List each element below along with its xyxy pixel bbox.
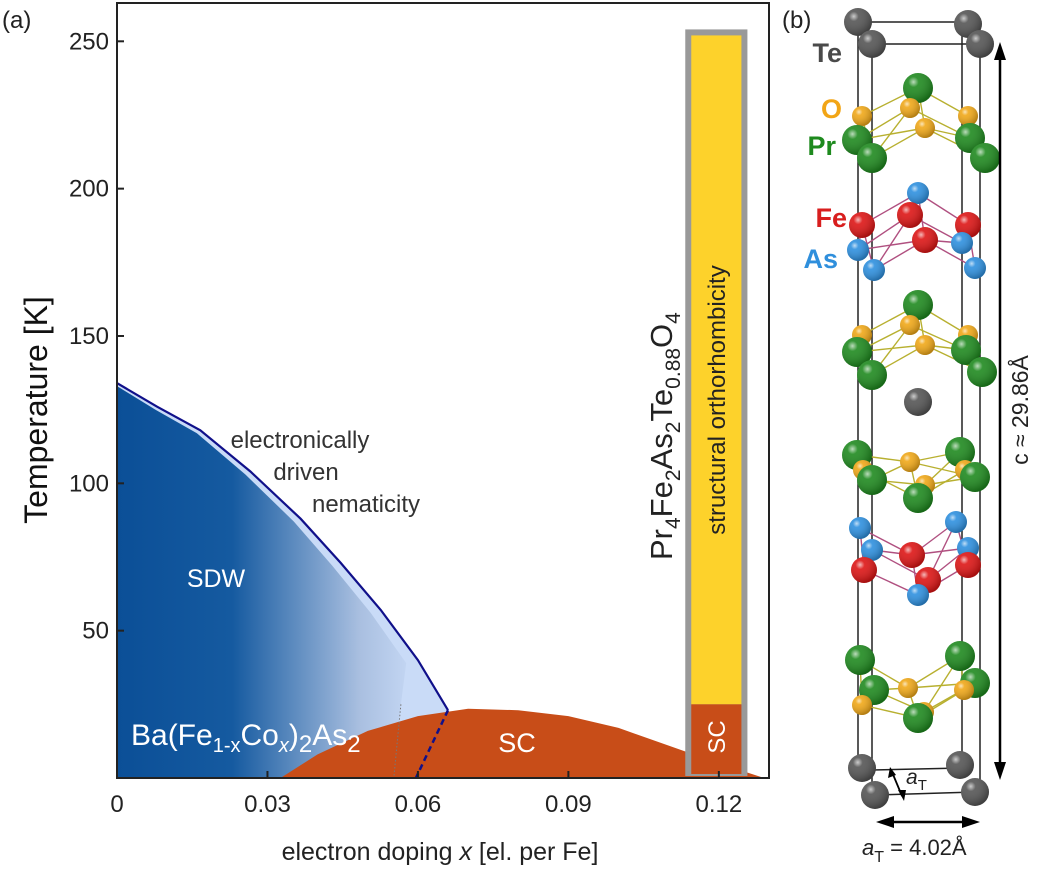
sdw-label: SDW <box>187 565 246 593</box>
bar-sc-label: SC <box>704 720 731 753</box>
atom-pr <box>903 703 933 733</box>
y-axis-label: Temperature [K] <box>18 296 54 524</box>
crystal-structure: Te O Pr Fe As c ≈ 29.86Å aT aT = 4.02Å <box>803 8 1033 866</box>
atom-o <box>852 695 872 715</box>
x-tick-label: 0.03 <box>244 791 291 818</box>
atom-pr <box>857 143 887 173</box>
c-parameter-label: c ≈ 29.86Å <box>1006 354 1033 464</box>
x-label-unit: [el. per Fe] <box>472 838 598 866</box>
atom-as <box>951 232 973 254</box>
atom-te <box>844 8 872 36</box>
atom-as <box>907 584 929 606</box>
x-tick-label: 0 <box>110 791 123 818</box>
y-tick-label: 50 <box>82 618 109 645</box>
atom-as <box>849 517 871 539</box>
panel-label-a: (a) <box>2 7 31 34</box>
x-label-var: x <box>458 838 473 866</box>
atom-as <box>964 257 986 279</box>
atom-te <box>904 388 932 416</box>
atoms <box>842 8 1000 809</box>
pr4-sc-bar <box>691 704 742 774</box>
label-fe: Fe <box>815 203 847 233</box>
atom-as <box>907 182 929 204</box>
a-parameter-label: aT = 4.02Å <box>862 835 967 866</box>
atom-fe <box>849 212 875 238</box>
atom-pr <box>903 290 933 320</box>
a-small-label: aT <box>906 766 927 794</box>
label-pr: Pr <box>807 131 836 161</box>
y-tick-label: 250 <box>69 28 109 55</box>
atom-pr <box>903 73 933 103</box>
c-axis-arrow <box>994 42 1006 780</box>
nematic-boundary-dashed-line <box>414 709 450 778</box>
atom-as <box>847 239 869 261</box>
plot-frame <box>116 2 770 779</box>
structural-orthorhombicity-bar <box>691 35 742 705</box>
nematic-label-line2: driven <box>273 459 338 486</box>
atom-as <box>861 539 883 561</box>
label-as: As <box>803 244 838 274</box>
atom-pr <box>857 465 887 495</box>
atom-as <box>945 511 967 533</box>
ba-formula-label: Ba(Fe1-xCox)2As2 <box>131 719 361 758</box>
atom-pr <box>845 645 875 675</box>
atom-te <box>961 778 989 806</box>
atom-pr <box>945 641 975 671</box>
atom-fe <box>899 542 925 568</box>
x-axis: 0 0.03 0.06 0.09 0.12 <box>110 771 742 818</box>
atom-te <box>858 30 886 58</box>
atom-o <box>900 315 920 335</box>
x-tick-label: 0.06 <box>395 791 442 818</box>
atom-fe <box>912 227 938 253</box>
atom-o <box>852 106 872 126</box>
a-axis-arrow <box>876 767 980 828</box>
atom-as <box>863 259 885 281</box>
atom-fe <box>955 552 981 578</box>
x-tick-label: 0.12 <box>695 791 742 818</box>
atom-o <box>900 452 920 472</box>
atom-o <box>954 680 974 700</box>
atom-pr <box>967 357 997 387</box>
atom-o <box>898 678 918 698</box>
atom-pr <box>903 483 933 513</box>
atom-te <box>861 781 889 809</box>
nematic-label-line3: nematicity <box>312 491 420 518</box>
atom-te <box>946 751 974 779</box>
x-tick-label: 0.09 <box>545 791 592 818</box>
atom-pr <box>857 360 887 390</box>
nematic-label-line1: electronically <box>231 427 370 454</box>
structural-orthorhombicity-label: structural orthorhombicity <box>704 265 731 534</box>
atom-te <box>966 30 994 58</box>
atom-o <box>915 335 935 355</box>
y-tick-label: 200 <box>69 176 109 203</box>
x-label-text: electron doping <box>282 838 460 866</box>
atom-o <box>900 98 920 118</box>
atom-fe <box>851 557 877 583</box>
sc-dome-region <box>280 708 764 778</box>
atom-pr <box>970 143 1000 173</box>
atom-fe <box>955 212 981 238</box>
x-axis-label: electron doping x [el. per Fe] <box>282 838 599 866</box>
sc-label: SC <box>498 728 536 758</box>
phase-diagram: 0 0.03 0.06 0.09 0.12 50 100 150 200 250 electro… <box>18 2 770 866</box>
atom-pr <box>951 335 981 365</box>
atom-pr <box>945 437 975 467</box>
atom-pr <box>842 337 872 367</box>
atom-pr <box>960 462 990 492</box>
y-tick-label: 150 <box>69 323 109 350</box>
atom-o <box>958 106 978 126</box>
atom-o <box>915 118 935 138</box>
nematic-boundary-line <box>117 382 449 711</box>
atom-te <box>848 754 876 782</box>
label-te: Te <box>812 38 842 68</box>
y-tick-label: 100 <box>69 470 109 497</box>
sdw-region <box>117 386 407 778</box>
atom-fe <box>897 202 923 228</box>
pr-formula-label: Pr4Fe2As2Te0.88O4 <box>644 312 685 560</box>
panel-label-b: (b) <box>782 7 811 34</box>
label-o: O <box>821 94 842 124</box>
y-axis: 50 100 150 200 250 <box>69 28 124 645</box>
